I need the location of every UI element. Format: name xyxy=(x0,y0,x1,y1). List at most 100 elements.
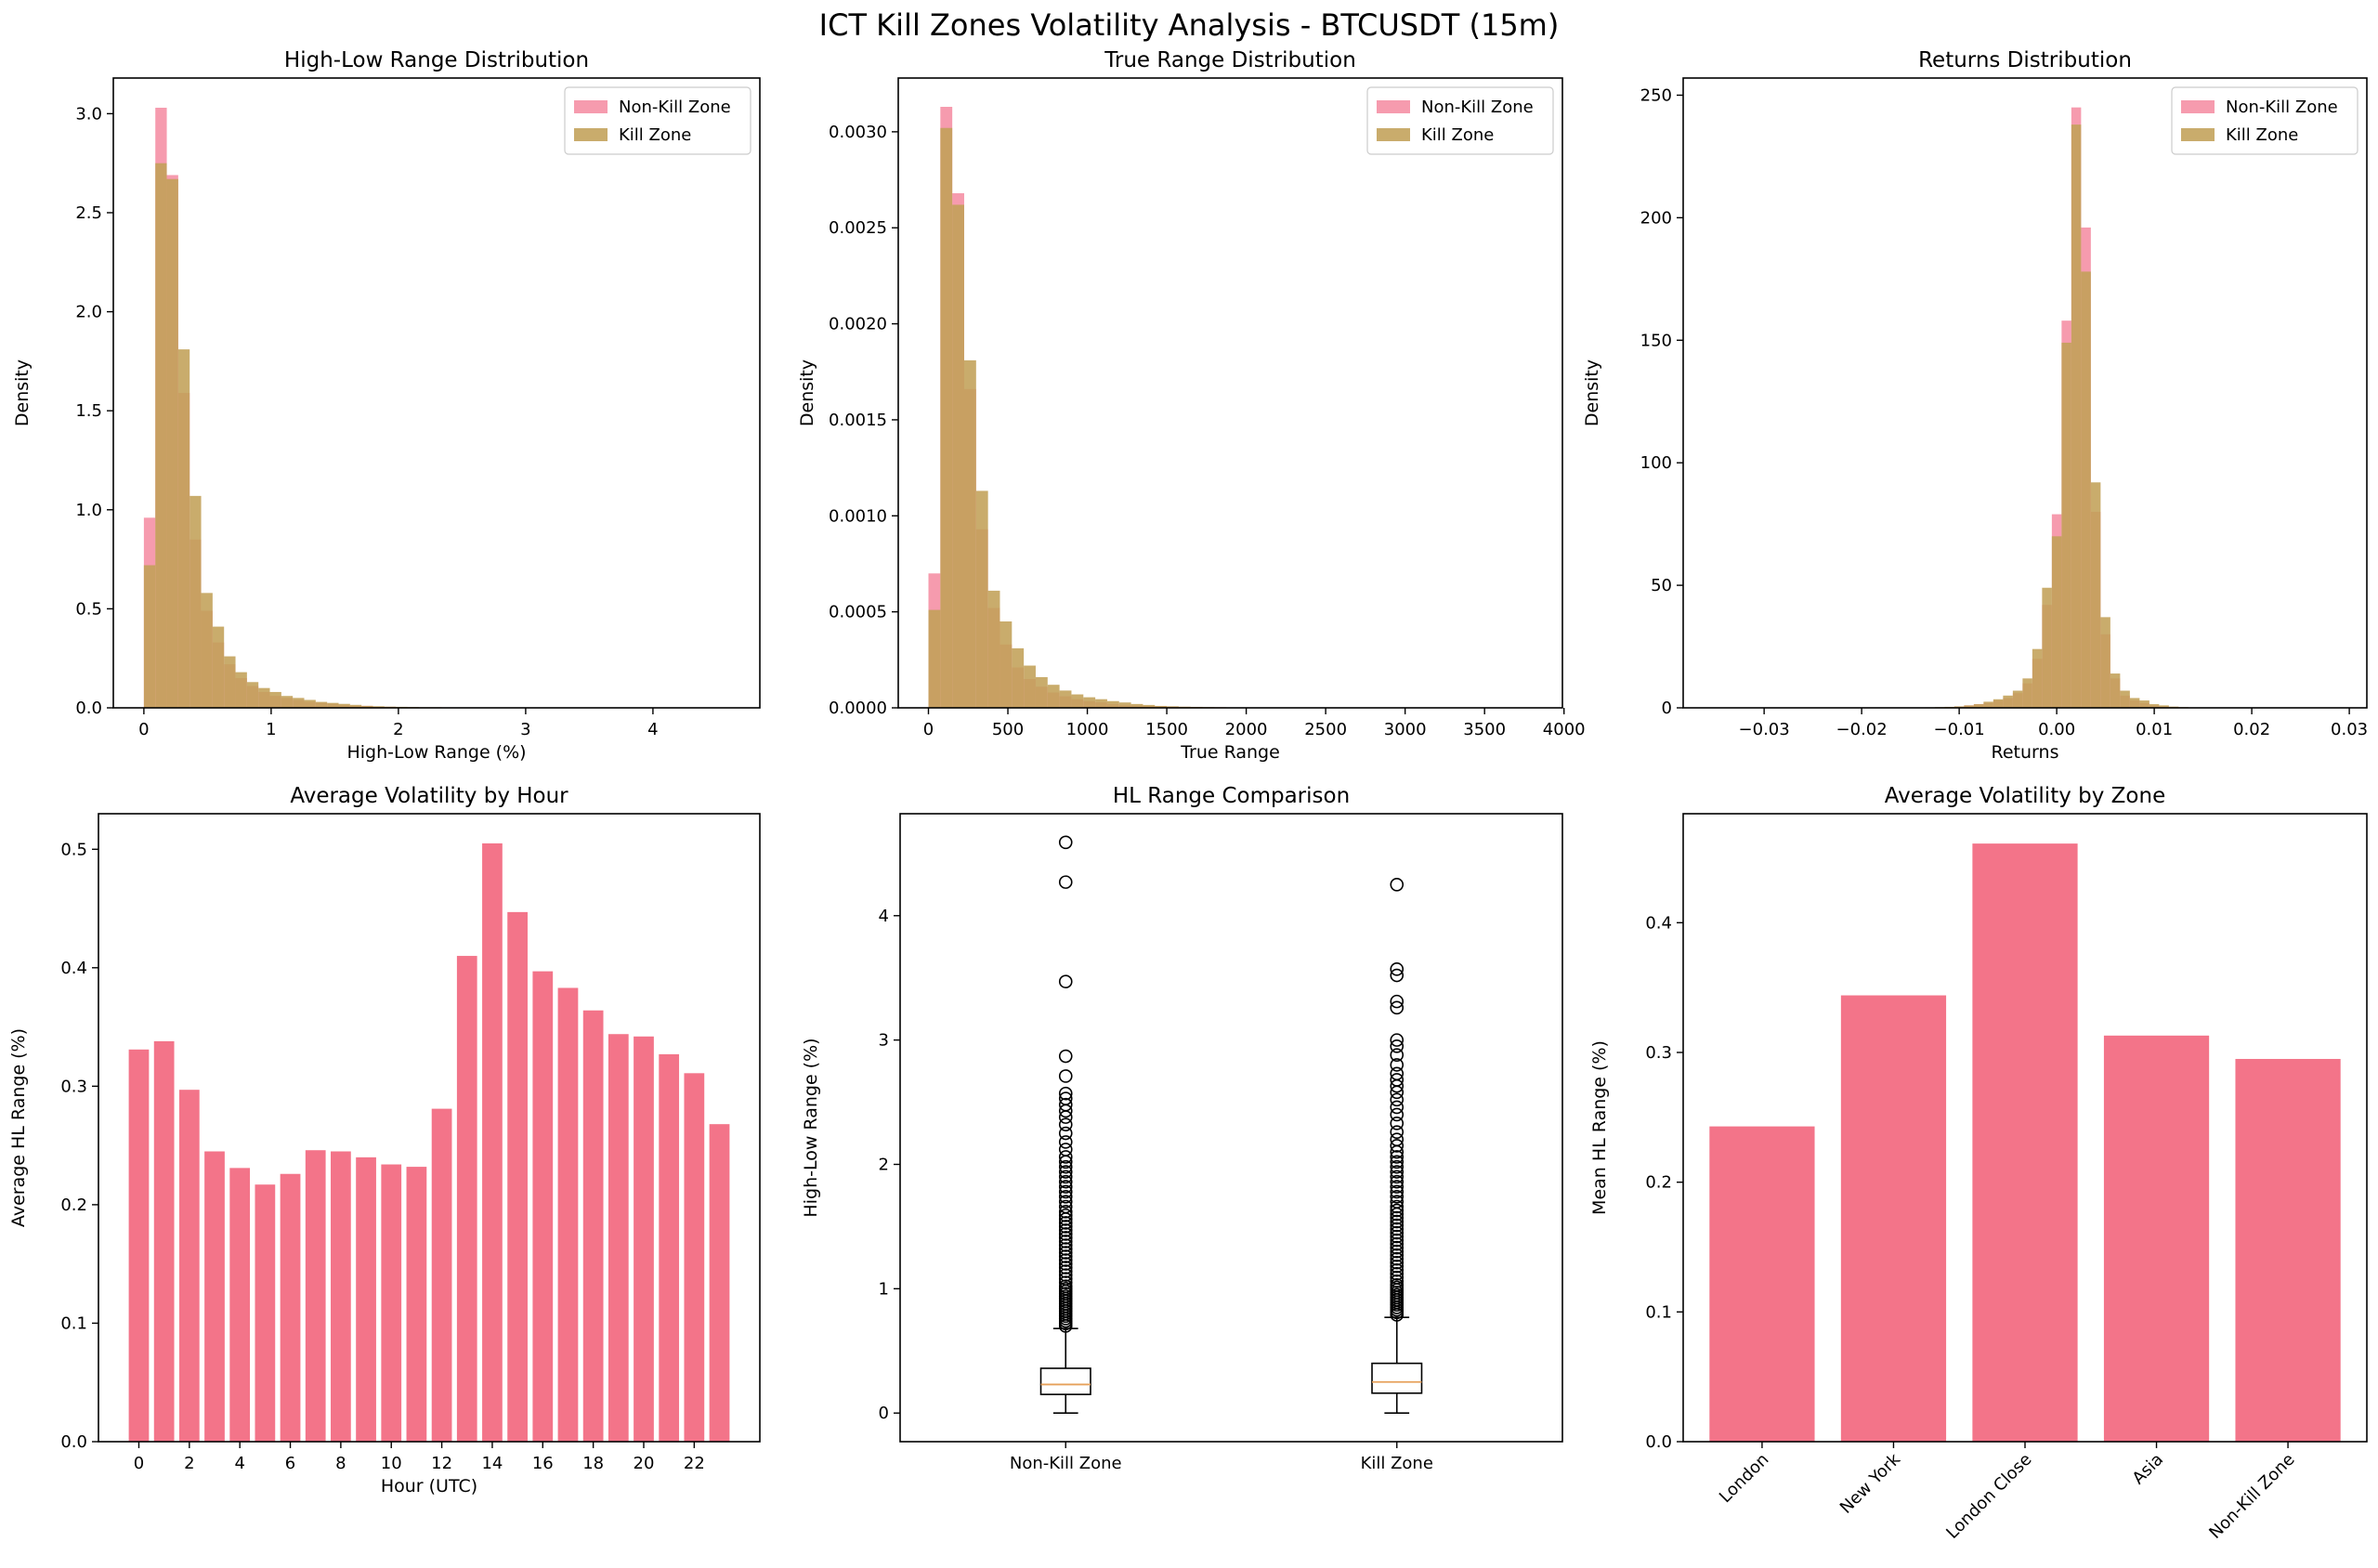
outlier xyxy=(1390,1150,1405,1164)
hist-bar-kill xyxy=(327,702,339,708)
x-axis-label: True Range xyxy=(1180,742,1280,763)
y-tick-label: 1.0 xyxy=(75,501,102,520)
hist-bar-kill xyxy=(281,696,294,708)
outlier xyxy=(1058,1264,1073,1278)
hist-bar-kill xyxy=(1012,647,1025,708)
x-tick-label: 2000 xyxy=(1225,720,1268,739)
outlier xyxy=(1058,1268,1073,1282)
outlier xyxy=(1058,1253,1073,1267)
legend: Non-Kill Zone Kill Zone xyxy=(1366,86,1554,155)
y-tick-label: 250 xyxy=(1640,85,1672,105)
outlier xyxy=(1058,1049,1073,1064)
x-tick-label: 18 xyxy=(582,1454,604,1473)
outlier xyxy=(1058,1220,1073,1234)
x-tick-label: 20 xyxy=(634,1454,655,1473)
y-tick-label: 1 xyxy=(879,1279,889,1299)
x-tick-label: 1000 xyxy=(1066,720,1109,739)
y-tick-label: 150 xyxy=(1640,331,1672,350)
hist-bar-kill xyxy=(1000,621,1013,708)
outlier xyxy=(1390,1100,1405,1115)
bar xyxy=(356,1156,376,1442)
y-tick-label: 3 xyxy=(879,1031,889,1051)
hist-bar-kill xyxy=(338,703,350,708)
y-tick-label: 0.1 xyxy=(60,1313,87,1333)
outlier xyxy=(1058,835,1073,850)
bar xyxy=(178,1090,200,1442)
y-tick-label: 0.0 xyxy=(60,1432,87,1452)
box xyxy=(1371,1362,1423,1394)
outlier xyxy=(1058,1261,1073,1274)
outlier xyxy=(1390,1039,1405,1053)
outlier xyxy=(1390,1222,1405,1236)
x-axis-label: High-Low Range (%) xyxy=(346,742,526,763)
box xyxy=(1039,1367,1091,1395)
outlier xyxy=(1390,1184,1405,1199)
outlier xyxy=(1058,1235,1073,1248)
hist-bar-kill xyxy=(177,349,190,708)
x-tick-label: 6 xyxy=(285,1454,295,1473)
hist-bar-kill xyxy=(2081,271,2091,708)
outlier xyxy=(1390,1236,1405,1251)
bar xyxy=(634,1036,654,1442)
y-tick-label: 0.0 xyxy=(75,699,102,718)
outlier xyxy=(1390,1066,1405,1081)
outlier xyxy=(1390,1203,1405,1218)
bar xyxy=(709,1124,730,1442)
y-tick-label: 0.3 xyxy=(60,1077,87,1096)
y-tick-label: 100 xyxy=(1640,453,1672,473)
outlier xyxy=(1058,1165,1073,1179)
x-tick-label: 14 xyxy=(481,1454,503,1473)
axes-frame xyxy=(899,813,1563,1443)
x-axis-label: Hour (UTC) xyxy=(381,1476,477,1496)
outlier xyxy=(1058,1159,1073,1174)
hist-bar-kill xyxy=(304,699,316,708)
y-tick-label: 2.5 xyxy=(75,203,102,223)
hist-bar-kill xyxy=(2120,690,2130,708)
x-tick-label: 10 xyxy=(381,1454,402,1473)
subplot-title: Average Volatility by Zone xyxy=(1885,784,2165,808)
hist-bar-kill xyxy=(212,626,225,708)
bar xyxy=(532,971,554,1442)
bar xyxy=(153,1040,175,1442)
legend-box xyxy=(1366,86,1554,155)
hist-bar-kill xyxy=(1083,697,1096,708)
bar xyxy=(406,1167,427,1442)
hist-bar-kill xyxy=(2139,700,2149,708)
hist-bar-kill xyxy=(166,178,178,709)
x-tick-label: 0 xyxy=(138,720,149,739)
subplot-title: True Range Distribution xyxy=(1104,48,1356,72)
hist-bar-kill xyxy=(1155,705,1168,708)
legend-swatch xyxy=(574,128,608,141)
bar xyxy=(305,1150,326,1442)
y-tick-label: 0.4 xyxy=(1645,913,1672,933)
hist-bar-kill xyxy=(315,701,328,708)
legend: Non-Kill Zone Kill Zone xyxy=(2171,86,2358,155)
x-tick-label: 1500 xyxy=(1145,720,1188,739)
y-axis-label: Average HL Range (%) xyxy=(8,1028,29,1227)
x-tick-label: 0.00 xyxy=(2038,720,2075,739)
y-tick-label: 0.5 xyxy=(60,840,87,859)
x-tick-label: −0.02 xyxy=(1836,720,1888,739)
subplot-3: 0 50 100 150 200 250 −0.03 −0.02 −0.01 0.00 0.01 0.… xyxy=(1582,48,2368,763)
bar xyxy=(1840,995,1947,1442)
y-tick-label: 200 xyxy=(1640,208,1672,228)
y-axis-label: Density xyxy=(797,359,817,426)
bar xyxy=(557,987,579,1442)
subplot-2: 0.0000 0.0005 0.0010 0.0015 0.0020 0.0025 0.00… xyxy=(797,48,1586,763)
hist-bar-kill xyxy=(2051,536,2062,708)
y-tick-label: 0.0000 xyxy=(829,699,887,718)
legend-label: Non-Kill Zone xyxy=(2226,98,2338,117)
x-tick-label: 3 xyxy=(520,720,530,739)
legend-label: Kill Zone xyxy=(619,125,691,145)
hist-bar-kill xyxy=(963,359,976,708)
y-tick-label: 0.0015 xyxy=(829,411,887,430)
outlier xyxy=(1390,1117,1405,1130)
hist-bar-kill xyxy=(246,682,259,708)
outlier xyxy=(1058,1150,1073,1164)
hist-bar-kill xyxy=(349,704,362,708)
outlier xyxy=(1390,1107,1405,1122)
y-tick-label: 0 xyxy=(879,1404,889,1423)
outlier xyxy=(1390,1214,1405,1229)
outlier xyxy=(1390,1233,1405,1248)
